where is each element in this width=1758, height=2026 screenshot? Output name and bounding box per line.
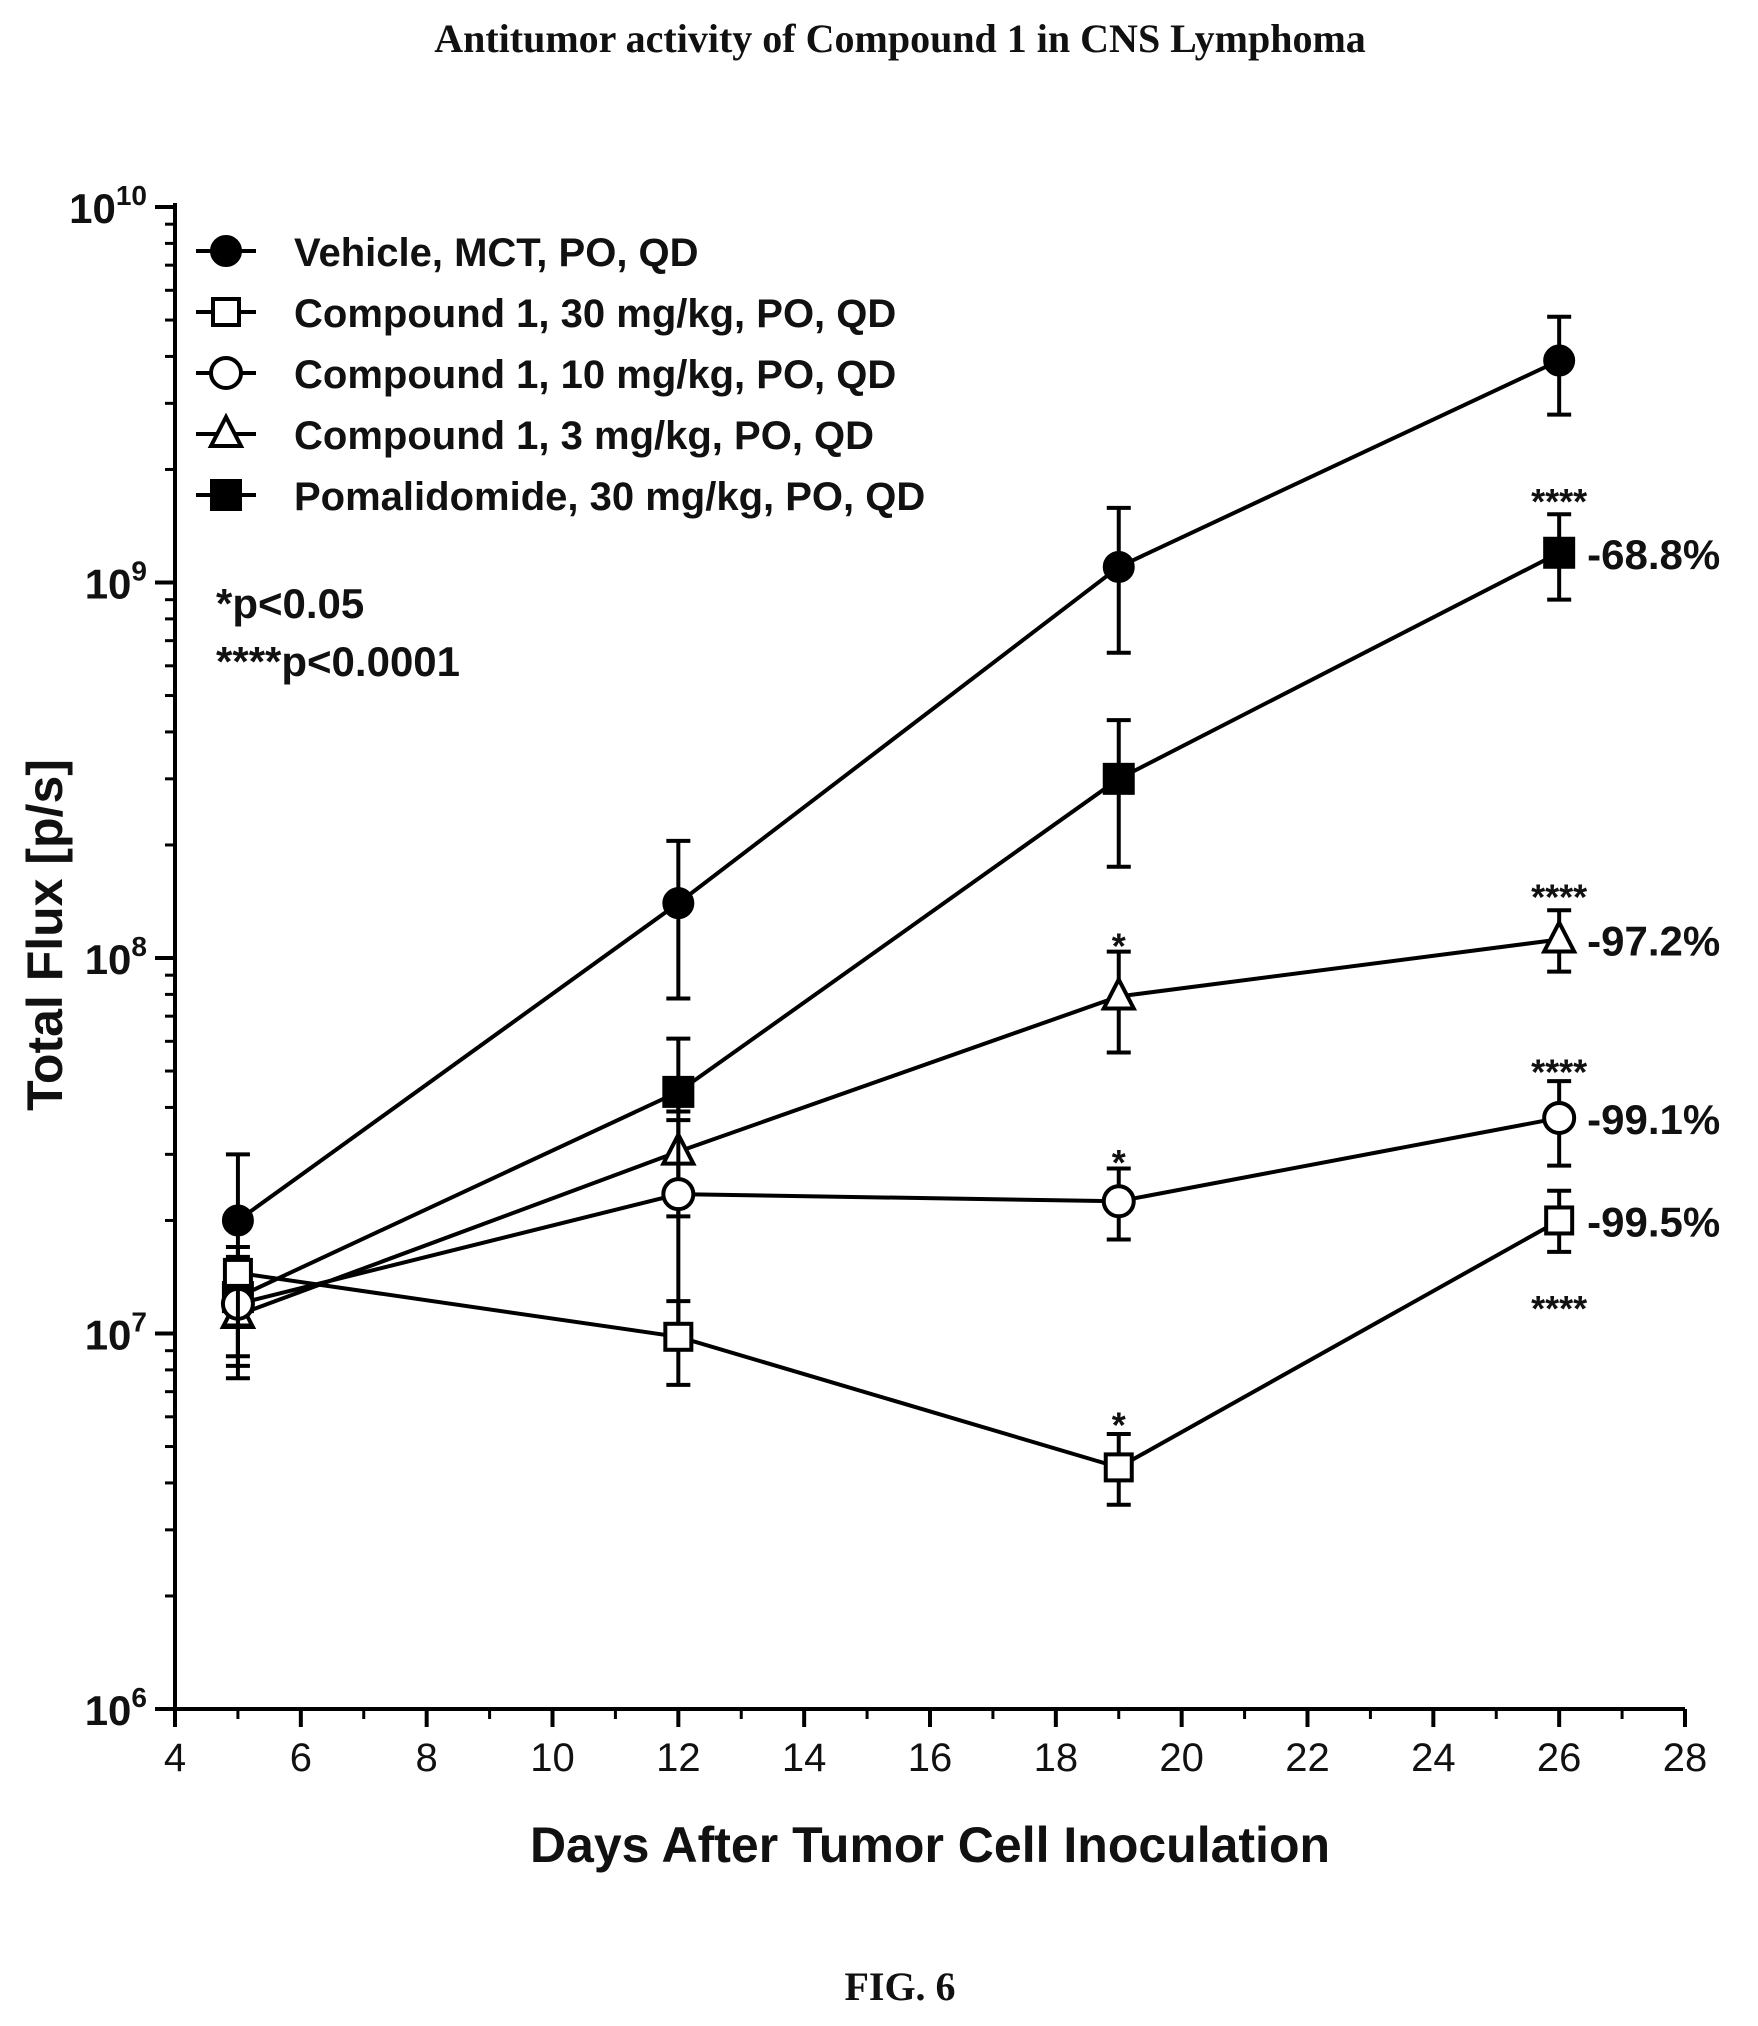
series-2 — [220, 1079, 1577, 1368]
data-point — [221, 1204, 254, 1237]
legend-marker — [209, 356, 243, 390]
legend-item: Pomalidomide, 30 mg/kg, PO, QD — [196, 475, 925, 519]
x-tick-label: 4 — [164, 1736, 186, 1780]
series-line — [236, 358, 1561, 1223]
x-tick-label: 16 — [908, 1736, 953, 1780]
legend-item: Compound 1, 30 mg/kg, PO, QD — [196, 292, 896, 336]
significance-mark: * — [1112, 1404, 1126, 1445]
series-line — [237, 1218, 1561, 1470]
legend: Vehicle, MCT, PO, QD Compound 1, 30 mg/kg… — [196, 231, 925, 519]
x-tick-label: 22 — [1285, 1736, 1330, 1780]
series-1 — [222, 1188, 1575, 1507]
chart-title: Antitumor activity of Compound 1 in CNS … — [434, 16, 1366, 61]
data-point — [663, 1321, 694, 1352]
significance-note: *p<0.05 — [216, 580, 364, 627]
significance-mark: **** — [1531, 1288, 1587, 1329]
axes: 4 6 8 10 12 14 16 18 20 22 24 26 28 106 107 108 109 1010 — [69, 180, 1707, 1780]
series-line — [237, 550, 1561, 1299]
significance-mark: **** — [1531, 481, 1587, 522]
legend-item: Compound 1, 10 mg/kg, PO, QD — [196, 353, 896, 397]
data-point — [1100, 975, 1138, 1011]
x-tick-label: 10 — [530, 1736, 575, 1780]
percent-label: -99.1% — [1587, 1096, 1720, 1143]
percent-label: -97.2% — [1587, 918, 1720, 965]
legend-marker — [211, 297, 241, 327]
series-0 — [221, 314, 1576, 1293]
data-point — [1101, 1184, 1136, 1219]
y-tick-label: 106 — [85, 1682, 147, 1734]
y-tick-label: 107 — [85, 1307, 147, 1359]
significance-mark: **** — [1531, 877, 1587, 918]
data-point — [662, 887, 695, 920]
percent-label: -68.8% — [1587, 531, 1720, 578]
data-point — [1544, 1205, 1575, 1236]
y-tick-label: 108 — [85, 931, 147, 983]
x-axis-label: Days After Tumor Cell Inoculation — [530, 1817, 1330, 1873]
x-tick-label: 12 — [656, 1736, 701, 1780]
legend-label: Pomalidomide, 30 mg/kg, PO, QD — [294, 475, 925, 519]
legend-marker — [210, 235, 242, 267]
significance-mark: **** — [1531, 1052, 1587, 1093]
data-point — [1542, 1100, 1577, 1135]
data-point — [222, 1257, 253, 1288]
x-tick-label: 14 — [782, 1736, 827, 1780]
data-point — [1102, 550, 1135, 583]
data-point — [1103, 1452, 1134, 1483]
legend-item: Compound 1, 3 mg/kg, PO, QD — [196, 412, 874, 458]
data-point — [1543, 536, 1576, 569]
legend-label: Compound 1, 30 mg/kg, PO, QD — [294, 292, 896, 336]
significance-note: ****p<0.0001 — [216, 638, 460, 685]
y-axis-label: Total Flux [p/s] — [17, 759, 73, 1111]
x-tick-label: 26 — [1537, 1736, 1582, 1780]
figure-label: FIG. 6 — [844, 1964, 955, 2009]
x-tick-label: 24 — [1411, 1736, 1456, 1780]
data-point — [1102, 762, 1135, 795]
legend-marker — [210, 479, 242, 511]
y-tick-label: 1010 — [69, 180, 147, 232]
series-line — [237, 1115, 1560, 1306]
data-point — [1540, 918, 1578, 954]
legend-label: Compound 1, 3 mg/kg, PO, QD — [294, 414, 874, 458]
x-tick-label: 28 — [1663, 1736, 1708, 1780]
series-3 — [219, 908, 1578, 1381]
series-layer — [219, 314, 1578, 1507]
legend-label: Vehicle, MCT, PO, QD — [294, 231, 699, 275]
annotation-layer: ****-68.8%*****-97.2%*****-99.1%-99.5%**… — [1112, 481, 1721, 1445]
legend-label: Compound 1, 10 mg/kg, PO, QD — [294, 353, 896, 397]
percent-label: -99.5% — [1587, 1198, 1720, 1245]
data-point — [661, 1177, 696, 1212]
x-tick-label: 18 — [1034, 1736, 1079, 1780]
x-tick-label: 8 — [416, 1736, 438, 1780]
series-line — [237, 937, 1560, 1317]
legend-marker — [207, 412, 245, 448]
legend-item: Vehicle, MCT, PO, QD — [196, 231, 699, 275]
y-tick-label: 109 — [85, 556, 147, 608]
significance-notes: *p<0.05 ****p<0.0001 — [216, 580, 460, 685]
x-tick-label: 20 — [1159, 1736, 1204, 1780]
x-tick-label: 6 — [290, 1736, 312, 1780]
significance-mark: * — [1112, 925, 1126, 966]
data-point — [1543, 344, 1576, 377]
significance-mark: * — [1112, 1142, 1126, 1183]
